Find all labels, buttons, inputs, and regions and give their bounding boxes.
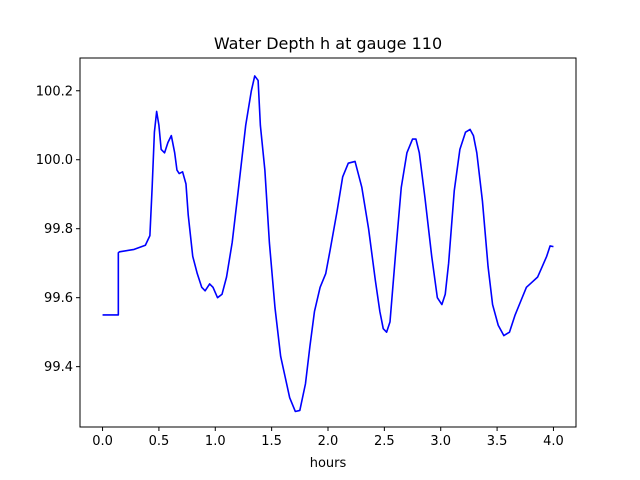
x-tick-label: 2.0	[318, 434, 339, 449]
x-tick-label: 0.5	[149, 434, 170, 449]
x-tick-label: 1.0	[205, 434, 226, 449]
x-tick-label: 3.0	[430, 434, 451, 449]
y-tick-label: 99.6	[44, 291, 73, 306]
y-tick-label: 100.2	[36, 84, 73, 99]
x-tick-label: 1.5	[261, 434, 282, 449]
x-axis-label: hours	[310, 456, 347, 471]
x-tick-label: 0.0	[92, 434, 113, 449]
y-tick-label: 100.0	[36, 153, 73, 168]
x-tick-label: 3.5	[487, 434, 508, 449]
x-tick-label: 4.0	[543, 434, 564, 449]
x-tick-label: 2.5	[374, 434, 395, 449]
series-line-0	[102, 75, 554, 413]
plot-area: 0.0 0.5 1.0 1.5 2.0 2.5 3.0 3.5 4.0 99.4 99.6 99.8 1…	[36, 57, 577, 449]
y-tick-label: 99.8	[44, 222, 73, 237]
y-tick-label: 99.4	[44, 360, 73, 375]
chart-title: Water Depth h at gauge 110	[214, 34, 442, 53]
